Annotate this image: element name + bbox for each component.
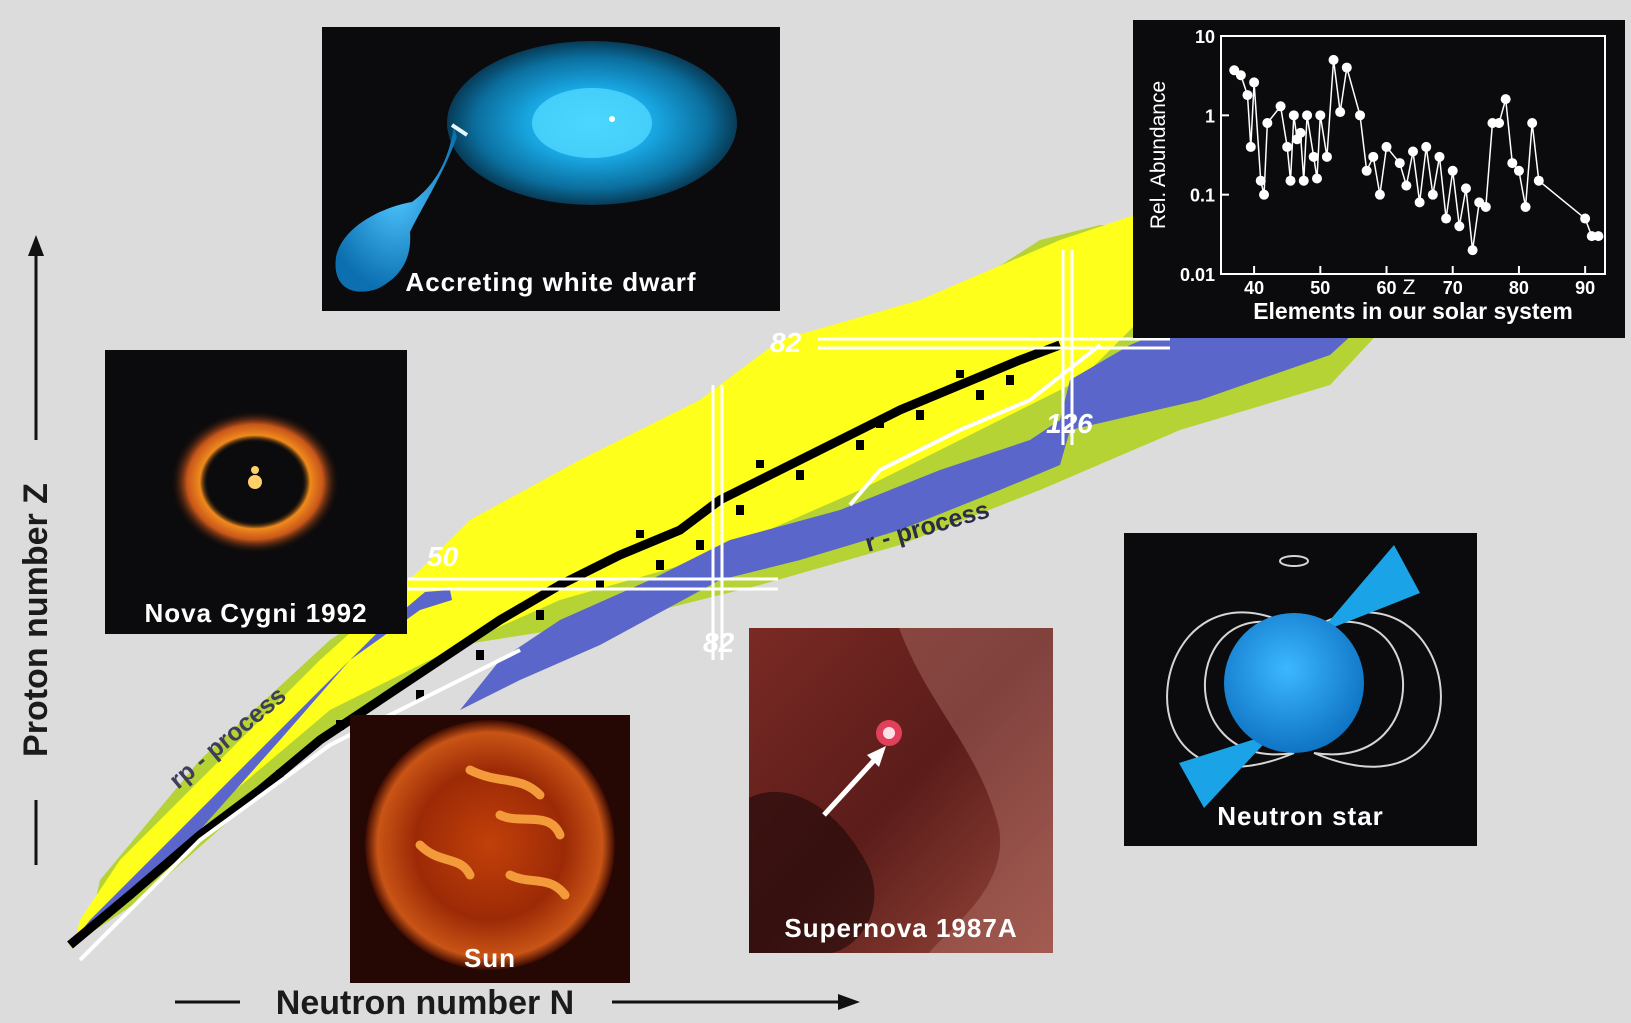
x-tick-label: 80 <box>1509 278 1529 298</box>
abundance-point <box>1513 165 1524 176</box>
abundance-point <box>1533 175 1544 186</box>
r-process-path <box>460 265 1390 710</box>
abundance-point <box>1335 107 1346 118</box>
x-tick-label: 90 <box>1575 278 1595 298</box>
known-nuclei-region <box>72 210 1200 950</box>
nova-cygni-image <box>170 410 340 554</box>
abundance-point <box>1494 118 1505 129</box>
abundance-point <box>1408 146 1418 157</box>
abundance-point <box>1361 165 1372 176</box>
nova-cygni-panel: Nova Cygni 1992 <box>105 350 407 634</box>
abundance-point <box>1295 127 1306 138</box>
abundance-point <box>1580 213 1591 224</box>
magic-line-z82 <box>818 337 1170 350</box>
abundance-point <box>1285 175 1296 186</box>
abundance-ylabel: Rel. Abundance <box>1147 81 1170 229</box>
abundance-point <box>1434 151 1445 162</box>
y-tick-label: 0.01 <box>1180 265 1215 285</box>
abundance-point <box>1249 77 1260 88</box>
abundance-point <box>1500 94 1511 105</box>
white-dwarf-illustration <box>335 41 737 292</box>
abundance-point <box>1282 141 1293 152</box>
abundance-plot: 10 1 0.1 0.01 40 50 60 70 80 90 Rel. Abundance Z… <box>1147 27 1606 324</box>
abundance-point <box>1507 158 1518 169</box>
abundance-point <box>1593 231 1604 242</box>
neutron-star-panel: Neutron star <box>1124 533 1477 846</box>
stable-isotopes-valley <box>67 340 1062 949</box>
y-tick-label: 10 <box>1195 27 1215 47</box>
abundance-point <box>1302 110 1313 121</box>
magic-line-z50 <box>408 577 778 591</box>
abundance-point <box>1368 151 1379 162</box>
x-tick-label: 70 <box>1443 278 1463 298</box>
x-tick-label: 60 <box>1377 278 1397 298</box>
abundance-point <box>1467 245 1478 256</box>
abundance-point <box>1328 54 1339 65</box>
abundance-point <box>1401 180 1412 191</box>
y-tick-label: 1 <box>1205 106 1215 126</box>
magic-label-n82: 82 <box>703 627 735 658</box>
x-tick-label: 50 <box>1310 278 1330 298</box>
abundance-point <box>1520 201 1531 212</box>
abundance-xlabel: Z <box>1403 276 1416 299</box>
magic-label-n126: 126 <box>1046 408 1093 439</box>
abundance-inset: 10 1 0.1 0.01 40 50 60 70 80 90 Rel. Abundance Z… <box>1133 20 1625 338</box>
abundance-point <box>1454 221 1465 232</box>
abundance-point <box>1259 189 1270 200</box>
y-tick-label: 0.1 <box>1190 186 1215 206</box>
accreting-white-dwarf-caption: Accreting white dwarf <box>405 267 697 297</box>
abundance-point <box>1288 110 1299 121</box>
magic-label-z82: 82 <box>770 327 802 358</box>
abundance-point <box>1421 141 1432 152</box>
abundance-point <box>1441 213 1452 224</box>
stable-isotopes-dots <box>276 370 1014 780</box>
abundance-point <box>1312 173 1322 184</box>
supernova-caption: Supernova 1987A <box>784 913 1018 943</box>
abundance-caption: Elements in our solar system <box>1253 298 1573 324</box>
neutron-star-image <box>1166 545 1442 808</box>
magic-line-n82 <box>711 385 724 660</box>
abundance-point <box>1321 151 1332 162</box>
abundance-point <box>1262 118 1273 129</box>
magic-label-z50: 50 <box>427 541 459 572</box>
abundance-point <box>1235 70 1246 81</box>
abundance-point <box>1427 189 1438 200</box>
abundance-point <box>1394 158 1405 169</box>
plot-frame <box>1220 35 1606 275</box>
abundance-point <box>1341 62 1352 73</box>
abundance-point <box>1242 90 1253 101</box>
nova-cygni-caption: Nova Cygni 1992 <box>144 598 368 628</box>
sun-panel: Sun <box>350 715 630 983</box>
accreting-white-dwarf-panel: Accreting white dwarf <box>322 27 780 311</box>
sun-image <box>350 715 630 983</box>
abundance-point <box>1460 183 1471 194</box>
abundance-point <box>1414 197 1425 208</box>
supernova-image <box>749 628 1053 953</box>
abundance-point <box>1447 165 1458 176</box>
supernova-panel: Supernova 1987A <box>749 628 1053 953</box>
abundance-point <box>1315 110 1326 121</box>
sun-caption: Sun <box>463 943 517 973</box>
neutron-rich-boundary <box>78 343 1102 962</box>
abundance-point <box>1374 189 1385 200</box>
abundance-point <box>1355 110 1366 121</box>
abundance-point <box>1308 151 1319 162</box>
x-tick-label: 40 <box>1244 278 1264 298</box>
neutron-star-caption: Neutron star <box>1217 801 1384 831</box>
abundance-point <box>1480 201 1491 212</box>
abundance-point <box>1298 175 1309 186</box>
abundance-point <box>1245 141 1256 152</box>
x-axis-label: Neutron number N <box>276 984 574 1022</box>
abundance-point <box>1527 118 1538 129</box>
abundance-point <box>1275 101 1286 112</box>
magic-line-n126 <box>1061 250 1074 445</box>
abundance-point <box>1381 141 1392 152</box>
y-axis-arrow <box>28 235 44 865</box>
x-axis-arrow <box>175 994 860 1010</box>
rp-process-path <box>78 590 452 935</box>
abundance-point <box>1255 175 1266 186</box>
y-axis-label: Proton number Z <box>17 483 55 757</box>
